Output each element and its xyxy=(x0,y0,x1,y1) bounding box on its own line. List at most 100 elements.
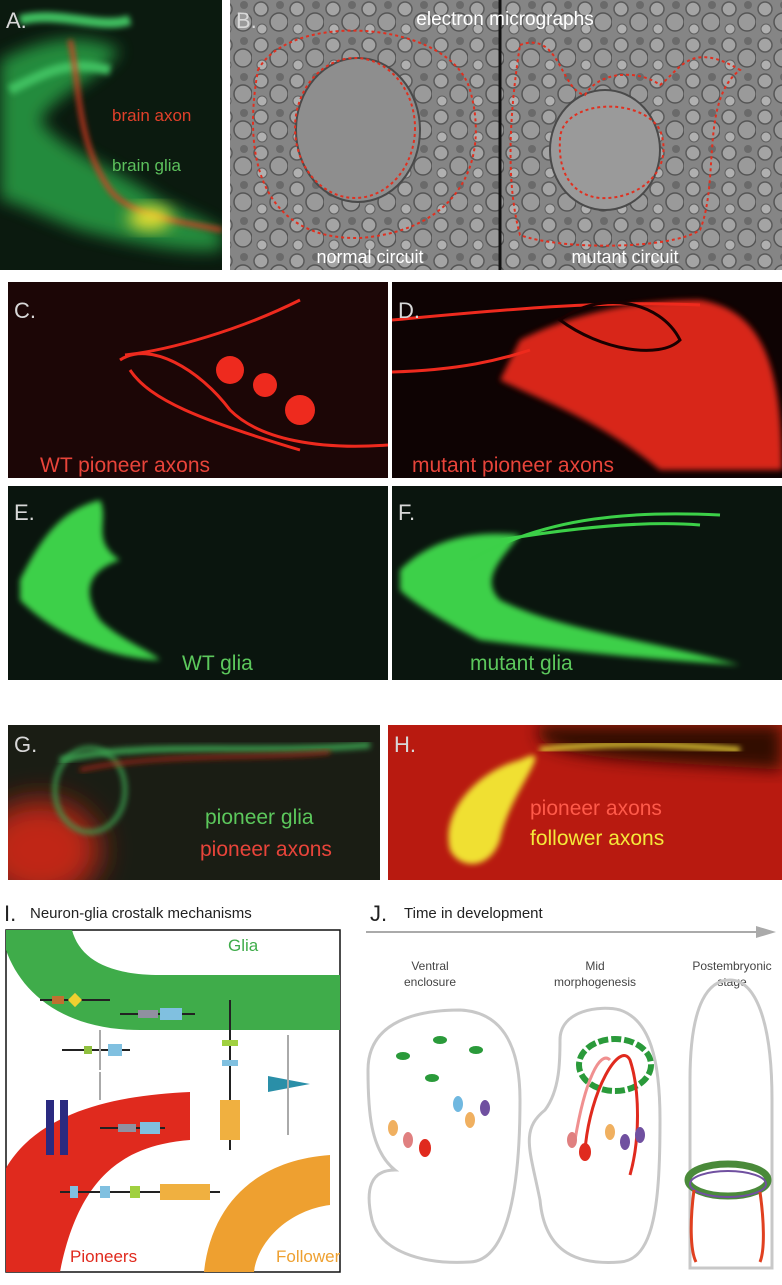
domain xyxy=(118,1124,136,1132)
panel-letter: A. xyxy=(6,8,27,33)
panel-bg xyxy=(8,282,388,478)
domain xyxy=(70,1186,78,1198)
glia-signal xyxy=(469,512,721,562)
stage-label: morphogenesis xyxy=(554,975,636,989)
glia-signal xyxy=(53,746,127,834)
axon-signal xyxy=(68,39,222,232)
glia-cell xyxy=(469,1046,483,1054)
label: Glia xyxy=(228,936,259,955)
neuron xyxy=(453,1096,463,1112)
circuit xyxy=(549,89,661,211)
follower-shape xyxy=(204,1155,330,1272)
label: Pioneers xyxy=(70,1247,137,1266)
domain xyxy=(220,1100,240,1140)
neuron xyxy=(403,1132,413,1148)
cell-body xyxy=(285,395,315,425)
panel-g: G. pioneer glia pioneer axons xyxy=(8,725,380,880)
follower-signal xyxy=(539,741,741,753)
label: Follower xyxy=(276,1247,341,1266)
stage-label: enclosure xyxy=(404,975,456,989)
neuron xyxy=(567,1132,577,1148)
panel-letter: D. xyxy=(398,298,420,323)
stage-label: Postembryonic xyxy=(692,959,771,973)
panel-letter: H. xyxy=(394,732,416,757)
axon-signal xyxy=(500,300,782,470)
neuron xyxy=(480,1100,490,1116)
neuron xyxy=(465,1112,475,1128)
label: WT pioneer axons xyxy=(40,454,210,477)
panel-a: A. brain axon brain glia xyxy=(0,0,222,270)
glia-signal xyxy=(7,12,132,95)
panel-j: J. Time in development Ventral enclosure… xyxy=(366,901,776,1270)
panel-letter: E. xyxy=(14,500,35,525)
cells xyxy=(388,1036,772,1263)
domain xyxy=(140,1122,160,1134)
stage-label: Mid xyxy=(585,959,604,973)
panel-letter: G. xyxy=(14,732,37,757)
label: brain glia xyxy=(112,156,182,175)
panel-letter: I. xyxy=(4,901,16,926)
domain xyxy=(67,992,83,1008)
glia-signal xyxy=(20,500,160,660)
label: brain axon xyxy=(112,106,191,125)
domain xyxy=(160,1184,210,1200)
axon xyxy=(573,1056,612,1141)
label: pioneer axons xyxy=(530,797,662,820)
overlap-signal xyxy=(128,206,172,230)
glia-shape xyxy=(6,930,340,1030)
axon-signal xyxy=(79,750,331,772)
panel-letter: B. xyxy=(236,8,257,33)
label: pioneer axons xyxy=(200,838,332,861)
domain xyxy=(108,1044,122,1056)
cell-body xyxy=(216,356,244,384)
domain xyxy=(100,1186,110,1198)
panel-h: H. pioneer axons follower axons xyxy=(388,725,782,880)
panel-title: Neuron-glia crostalk mechanisms xyxy=(30,905,252,922)
label: mutant glia xyxy=(470,652,573,675)
domain xyxy=(138,1010,158,1018)
outline xyxy=(509,41,742,247)
arrowhead xyxy=(756,926,776,938)
panel-e: E. WT glia xyxy=(8,486,388,680)
panel-title: electron micrographs xyxy=(416,9,593,30)
neuron xyxy=(579,1143,591,1161)
domain xyxy=(84,1046,92,1054)
panel-c: C. WT pioneer axons xyxy=(8,282,388,478)
cell-body xyxy=(253,373,277,397)
label: follower axons xyxy=(530,827,664,850)
glia-cell xyxy=(425,1074,439,1082)
domain xyxy=(222,1040,238,1046)
axon-signal xyxy=(119,298,388,452)
glia-cell xyxy=(433,1036,447,1044)
embryo-outline xyxy=(527,1006,662,1264)
panel-i: I. Neuron-glia crostalk mechanisms xyxy=(4,901,341,1273)
panel-letter: C. xyxy=(14,298,36,323)
axon xyxy=(689,1189,765,1263)
domain xyxy=(222,1060,238,1066)
panel-letter: J. xyxy=(370,901,387,926)
nerve-ring xyxy=(689,1170,767,1198)
molecules xyxy=(40,992,310,1200)
glia-cell xyxy=(396,1052,410,1060)
neuron xyxy=(388,1120,398,1136)
stage-label: Ventral xyxy=(411,959,448,973)
panel-f: F. mutant glia xyxy=(392,486,782,680)
embryo-outline xyxy=(688,978,774,1270)
glia-signal xyxy=(0,39,222,251)
label: normal circuit xyxy=(316,247,423,267)
neuron xyxy=(605,1124,615,1140)
domain xyxy=(52,996,64,1004)
nerve-ring xyxy=(684,1160,772,1200)
panel-letter: F. xyxy=(398,500,415,525)
stage-label: stage xyxy=(717,975,747,989)
outline xyxy=(252,29,477,240)
label: mutant pioneer axons xyxy=(412,454,614,477)
panel-d: D. mutant pioneer axons xyxy=(392,282,782,478)
glia-signal xyxy=(400,533,740,665)
panel-b: B. electron micrographs normal circuit m… xyxy=(230,0,782,270)
glia-signal xyxy=(59,742,371,763)
embryo-outline xyxy=(366,1008,522,1264)
neuron xyxy=(419,1139,431,1157)
glia-ring xyxy=(576,1036,654,1094)
domain xyxy=(160,1008,182,1020)
